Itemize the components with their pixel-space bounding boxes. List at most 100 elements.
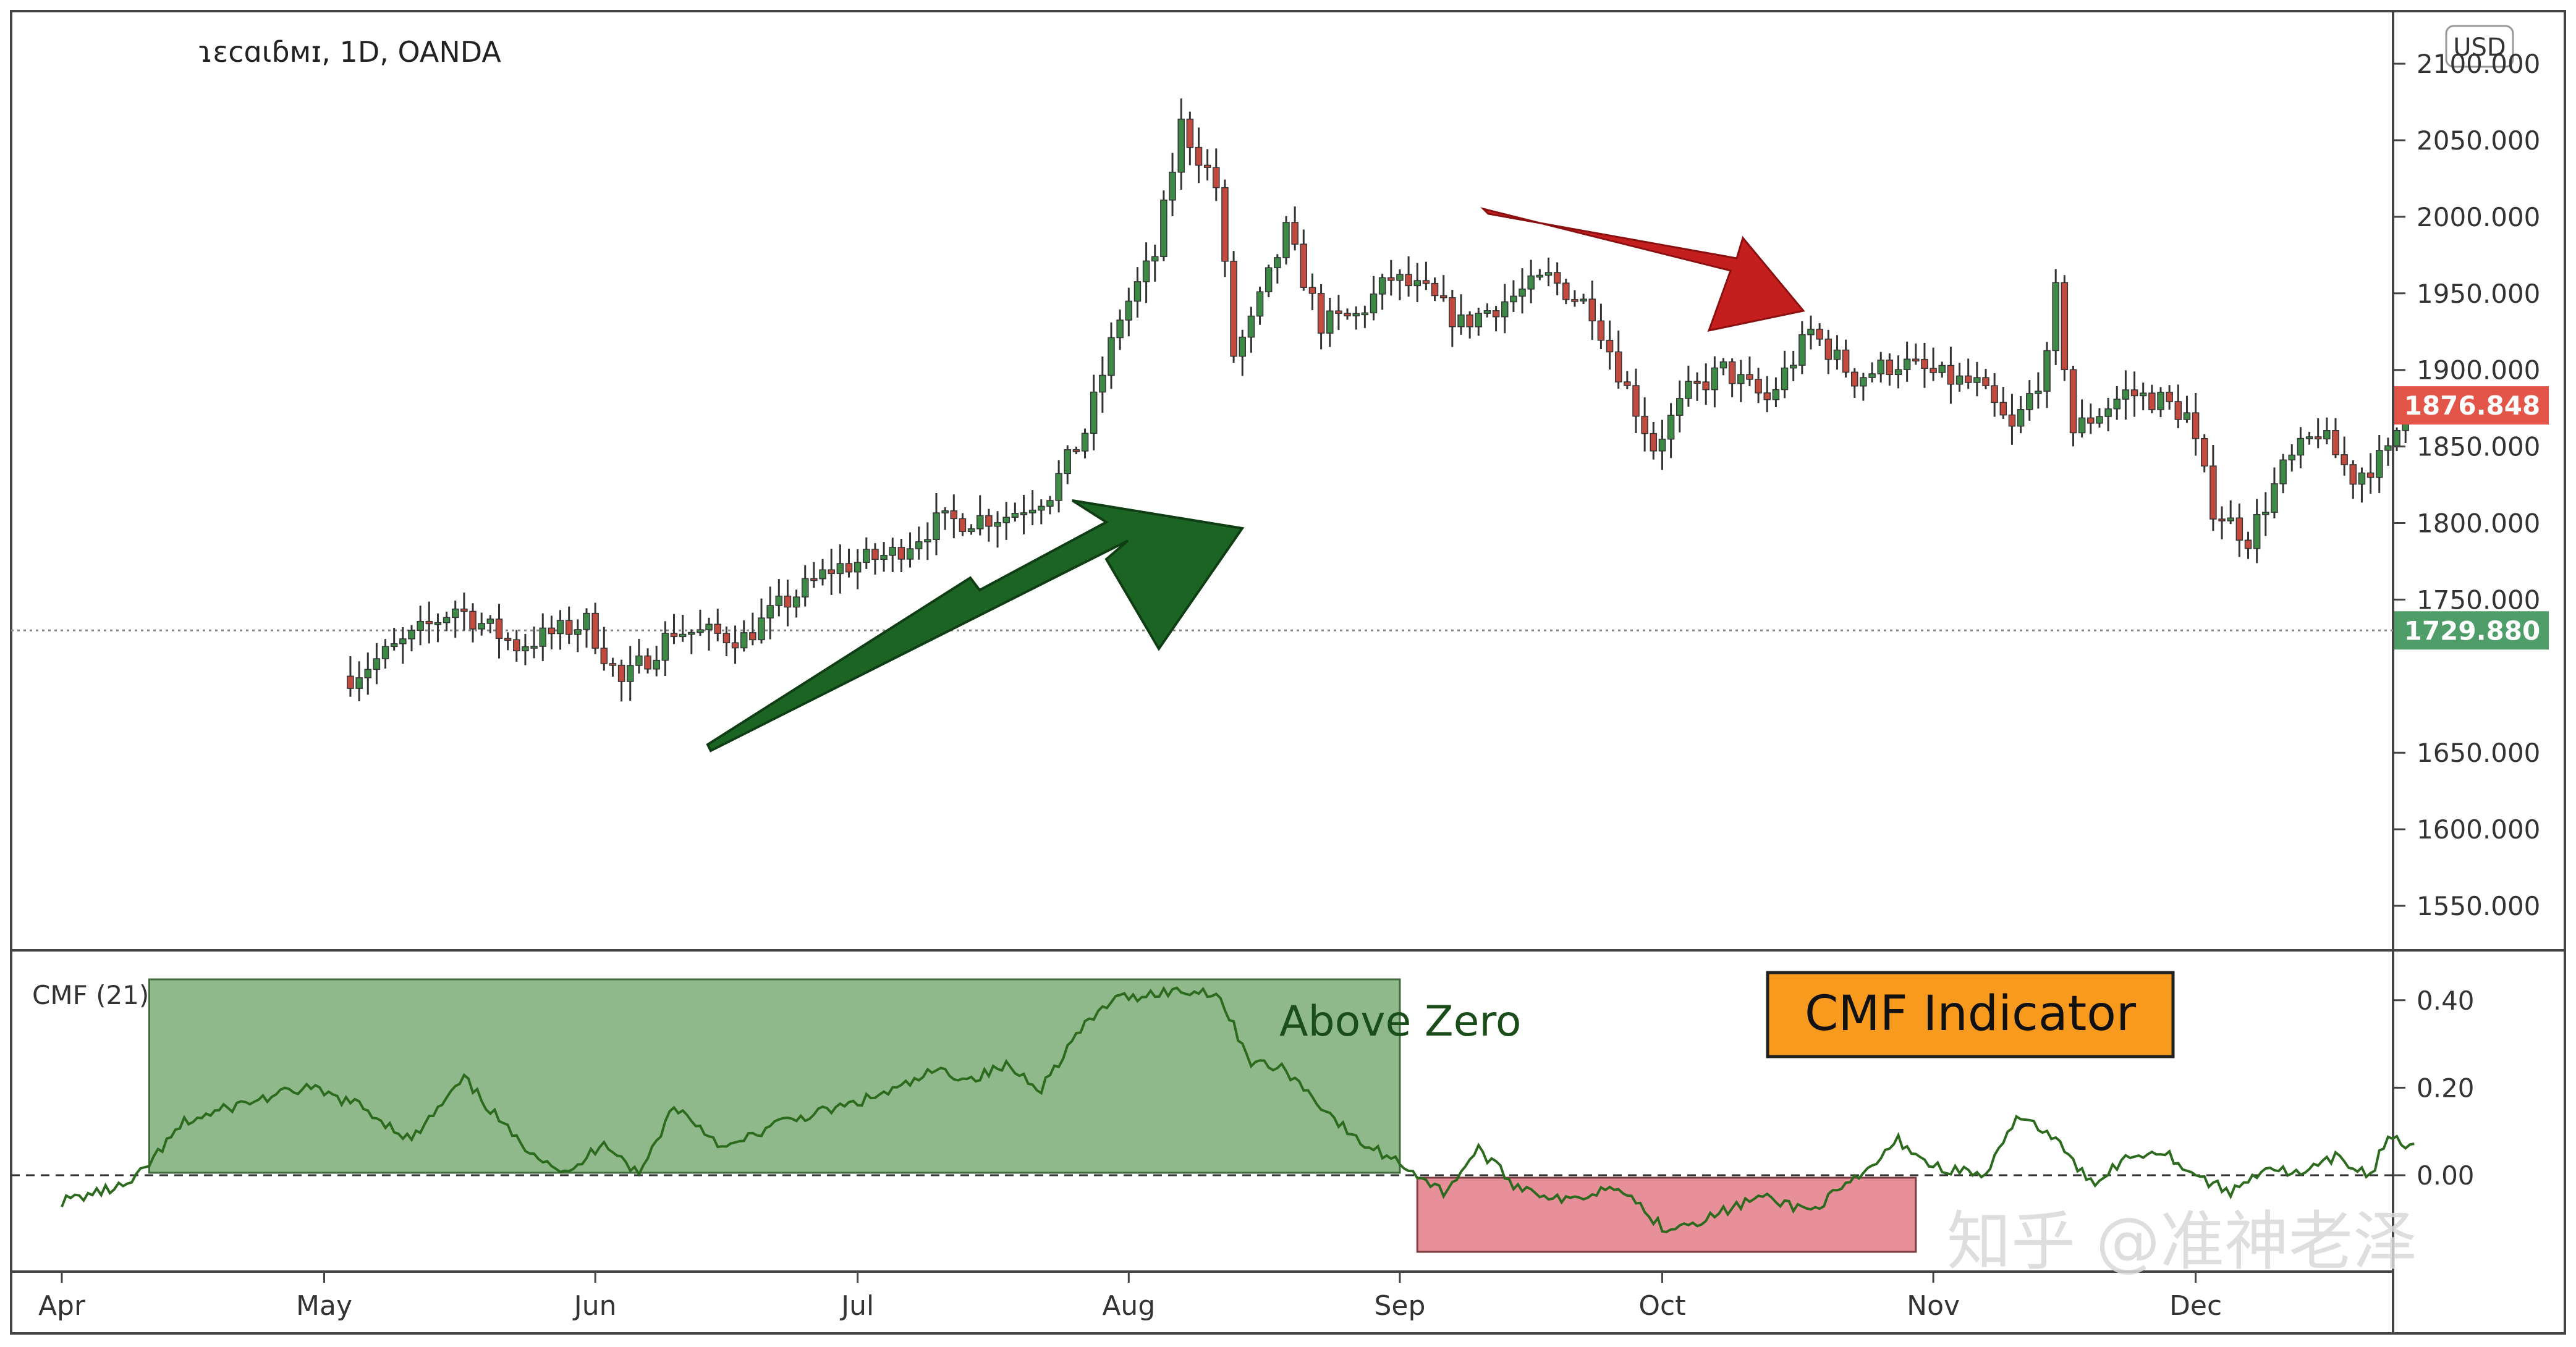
time-tick-label: Apr [38, 1290, 86, 1322]
time-tick-label: May [296, 1290, 352, 1322]
candle-body [1028, 509, 1036, 513]
candle-body [1781, 367, 1789, 391]
candle-body [697, 629, 704, 633]
candle-body [1606, 339, 1614, 353]
reference-price-label: 1729.880 [2404, 615, 2541, 646]
symbol-title: ɿɛcɑɩɓᴍɪ, 1D, OANDA [198, 35, 501, 69]
candle-body [556, 620, 564, 635]
candle-body [1746, 374, 1753, 380]
candle-body [731, 642, 739, 649]
candle-body [1038, 505, 1045, 511]
candle-body [2244, 539, 2252, 549]
candle-body [565, 620, 573, 635]
candle-body [1081, 433, 1089, 452]
candle-body [1842, 349, 1850, 373]
candle-body [933, 512, 940, 541]
currency-button[interactable] [2445, 25, 2514, 68]
time-tick-label: Sep [1374, 1290, 1425, 1322]
candle-body [967, 528, 975, 532]
candle-body [985, 515, 993, 527]
time-tick-label: Aug [1102, 1290, 1155, 1322]
current-price-tag [2394, 386, 2549, 425]
candle-body [355, 677, 363, 689]
price-tick-label: 2100.000 [2417, 49, 2540, 79]
candle-body [2061, 282, 2069, 371]
candle-body [1711, 367, 1719, 391]
candle-body [2279, 459, 2287, 484]
candle-body [2104, 408, 2112, 417]
candle-body [635, 655, 643, 666]
candle-body [1973, 377, 1981, 383]
candle-body [749, 632, 756, 641]
candle-body [2305, 436, 2313, 439]
candle-body [1955, 375, 1964, 385]
candle-body [1422, 280, 1430, 284]
candle-body [2052, 282, 2059, 352]
candle-body [906, 548, 914, 560]
candle-body [1213, 167, 1220, 188]
cmf-label: CMF (21) [32, 980, 149, 1010]
candle-body [1614, 351, 1622, 382]
candle-body [530, 646, 538, 649]
candle-body [2218, 518, 2226, 521]
candle-body [1588, 298, 1596, 322]
candle-body [1877, 359, 1884, 374]
price-axis: 2100.000 2050.000 2000.000 1950.000 1900.000… [2393, 49, 2540, 921]
candle-body [1151, 256, 1159, 262]
candle-body [548, 627, 556, 635]
candle-body [1221, 187, 1229, 262]
candle-body [2271, 483, 2278, 513]
candle-body [758, 617, 765, 641]
candle-body [1999, 402, 2007, 416]
candle-body [600, 648, 608, 664]
candle-body [1108, 337, 1115, 376]
candle-body [1702, 381, 1710, 391]
candle-body [2376, 450, 2383, 478]
candle-body [1335, 310, 1342, 314]
cmf-tick-label: 0.20 [2417, 1073, 2475, 1103]
candle-body [1789, 365, 1797, 369]
candle-body [1186, 119, 1194, 148]
candle-body [460, 608, 468, 612]
red-downtrend-arrow [1480, 207, 1805, 332]
candle-body [583, 612, 590, 630]
time-tick-label: Dec [2169, 1290, 2222, 1322]
candle-body [1676, 398, 1684, 416]
candle-body [2384, 445, 2392, 451]
candle-body [1860, 377, 1867, 387]
candle-body [661, 633, 669, 661]
candle-body [2192, 412, 2200, 439]
candle-body [792, 596, 800, 608]
candle-body [2096, 416, 2103, 424]
candle-body [2227, 517, 2234, 521]
price-tick-label: 1550.000 [2417, 891, 2540, 921]
candle-body [522, 646, 529, 652]
candle-body [1169, 171, 1176, 201]
candle-body [871, 549, 879, 560]
candle-body [1344, 313, 1351, 316]
candle-body [1064, 449, 1071, 475]
candle-body [2314, 436, 2322, 440]
price-tick-label: 1600.000 [2417, 814, 2540, 845]
price-tick-label: 1900.000 [2417, 355, 2540, 386]
candle-body [714, 623, 721, 634]
candle-body [408, 630, 415, 640]
candle-body [1203, 164, 1211, 168]
cmf-indicator-badge [1766, 971, 2175, 1058]
candle-body [1317, 293, 1325, 334]
candle-body [2174, 401, 2182, 420]
candle-body [617, 664, 625, 682]
cmf-axis: 0.40 0.20 0.00 [2393, 986, 2475, 1191]
candle-body [2358, 472, 2366, 485]
candle-body [2017, 409, 2025, 427]
candle-body [941, 510, 949, 513]
candle-body [1002, 517, 1010, 523]
candle-body [434, 622, 442, 625]
candle-body [1230, 261, 1237, 357]
current-price-label: 1876.848 [2404, 391, 2541, 421]
candle-body [1982, 377, 1989, 386]
candle-body [2393, 429, 2400, 447]
candle-body [1492, 310, 1500, 318]
candle-body [897, 547, 905, 560]
